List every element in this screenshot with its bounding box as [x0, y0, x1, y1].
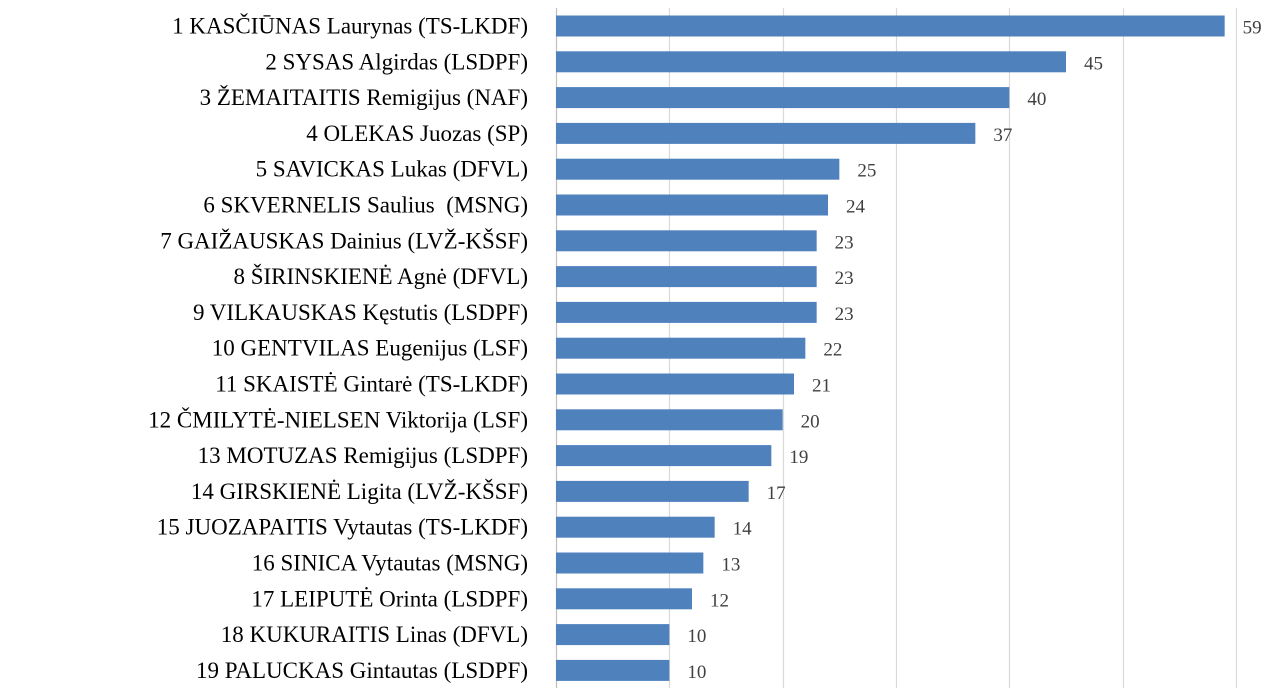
category-label-18: 18 KUKURAITIS Linas (DFVL)	[221, 622, 528, 647]
value-label-10: 22	[823, 340, 842, 361]
value-label-7: 23	[835, 232, 854, 253]
category-label-15: 15 JUOZAPAITIS Vytautas (TS-LKDF)	[157, 515, 528, 540]
category-label-2: 2 SYSAS Algirdas (LSDPF)	[265, 49, 528, 74]
bar-11	[556, 373, 794, 395]
bar-layer	[556, 15, 1225, 681]
category-label-14: 14 GIRSKIENĖ Ligita (LVŽ-KŠSF)	[191, 478, 528, 504]
value-label-12: 20	[801, 411, 820, 432]
value-label-19: 10	[687, 662, 706, 683]
category-label-7: 7 GAIŽAUSKAS Dainius (LVŽ-KŠSF)	[160, 227, 528, 253]
value-label-16: 13	[721, 555, 740, 576]
bar-7	[556, 230, 817, 252]
category-label-6: 6 SKVERNELIS Saulius (MSNG)	[203, 193, 528, 218]
bar-5	[556, 158, 840, 180]
value-label-3: 40	[1027, 89, 1046, 110]
category-label-1: 1 KASČIŪNAS Laurynas (TS-LKDF)	[172, 13, 528, 39]
category-label-8: 8 ŠIRINSKIENĖ Agnė (DFVL)	[233, 263, 528, 289]
category-label-5: 5 SAVICKAS Lukas (DFVL)	[256, 157, 528, 182]
category-label-13: 13 MOTUZAS Remigijus (LSDPF)	[198, 443, 528, 468]
bar-4	[556, 122, 976, 144]
category-label-12: 12 ČMILYTĖ-NIELSEN Viktorija (LSF)	[148, 406, 528, 432]
category-label-11: 11 SKAISTĖ Gintarė (TS-LKDF)	[215, 372, 528, 397]
bar-8	[556, 266, 817, 288]
bar-2	[556, 51, 1066, 73]
bar-13	[556, 445, 772, 467]
value-label-14: 17	[767, 483, 786, 504]
grid-layer	[668, 8, 1238, 688]
bar-19	[556, 659, 670, 681]
category-label-9: 9 VILKAUSKAS Kęstutis (LSDPF)	[193, 300, 528, 325]
value-label-6: 24	[846, 197, 866, 218]
category-label-3: 3 ŽEMAITAITIS Remigijus (NAF)	[200, 85, 528, 110]
category-label-16: 16 SINICA Vytautas (MSNG)	[252, 551, 528, 576]
value-label-18: 10	[687, 626, 706, 647]
value-label-13: 19	[789, 447, 808, 468]
bar-14	[556, 480, 749, 502]
value-label-8: 23	[835, 268, 854, 289]
bar-18	[556, 624, 670, 646]
category-label-4: 4 OLEKAS Juozas (SP)	[306, 121, 528, 146]
category-label-19: 19 PALUCKAS Gintautas (LSDPF)	[196, 658, 528, 683]
value-label-15: 14	[733, 519, 753, 540]
value-label-4: 37	[993, 125, 1012, 146]
value-label-17: 12	[710, 590, 729, 611]
bar-1	[556, 15, 1225, 37]
bar-10	[556, 337, 806, 359]
bar-12	[556, 409, 783, 431]
value-label-5: 25	[857, 161, 876, 182]
value-label-11: 21	[812, 376, 831, 397]
category-label-10: 10 GENTVILAS Eugenijus (LSF)	[212, 336, 528, 361]
category-label-17: 17 LEIPUTĖ Orinta (LSDPF)	[251, 586, 528, 611]
value-label-2: 45	[1084, 53, 1103, 74]
bar-16	[556, 552, 704, 574]
value-label-9: 23	[835, 304, 854, 325]
bar-3	[556, 87, 1010, 109]
bar-9	[556, 301, 817, 323]
bar-6	[556, 194, 828, 216]
bar-17	[556, 588, 692, 610]
value-label-1: 59	[1243, 18, 1262, 39]
label-layer: 1 KASČIŪNAS Laurynas (TS-LKDF) 59 2 SYSAS …	[148, 13, 1261, 683]
bar-15	[556, 516, 715, 538]
